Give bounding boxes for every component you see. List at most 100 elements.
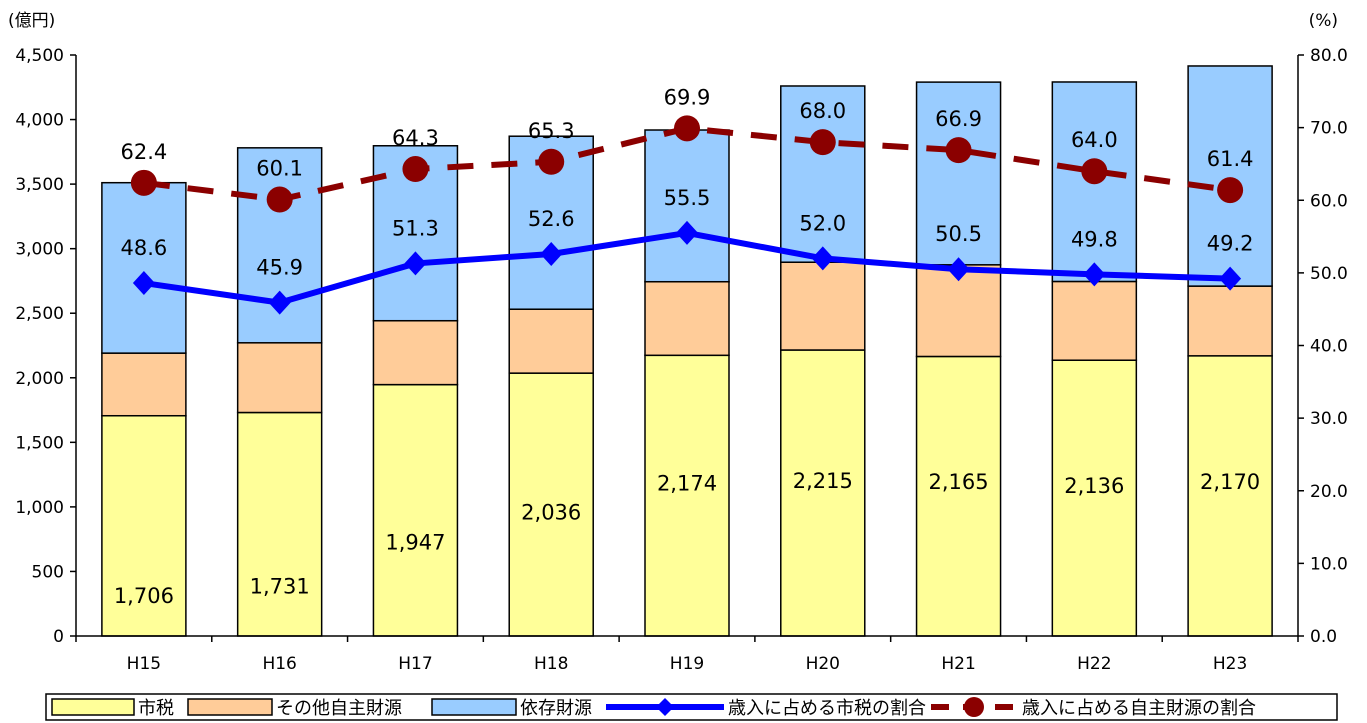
right-tick-label: 70.0: [1310, 119, 1348, 139]
left-tick-label: 2,500: [15, 304, 64, 324]
x-tick-label: H23: [1213, 654, 1247, 674]
tax-value-label: 2,036: [521, 501, 581, 525]
legend-marker: [964, 697, 984, 717]
right-tick-label: 0.0: [1310, 627, 1337, 647]
city-tax-ratio-marker: [132, 271, 155, 296]
bar-segment: [372, 383, 459, 637]
city-tax-ratio-label: 52.6: [528, 207, 575, 231]
bar-segment: [644, 354, 730, 637]
bar-segment: [915, 81, 1002, 266]
bar-segment: [101, 352, 187, 417]
bar-segment: [1187, 65, 1273, 287]
bar-segment: [780, 261, 866, 351]
own-revenue-ratio-label: 60.1: [256, 157, 303, 181]
bar-segment: [1187, 285, 1273, 357]
left-tick-label: 1,500: [15, 433, 64, 453]
x-tick-label: H16: [262, 654, 296, 674]
city-tax-ratio-label: 51.3: [392, 216, 439, 240]
city-tax-ratio-marker: [1219, 266, 1242, 291]
bar-segment: [915, 355, 1002, 637]
x-tick-label: H22: [1077, 654, 1111, 674]
own-revenue-ratio-label: 65.3: [528, 119, 575, 143]
legend-label: 市税: [138, 698, 174, 719]
city-tax-ratio-label: 45.9: [256, 256, 303, 280]
bar-segment: [236, 342, 323, 414]
left-axis-unit: (億円): [8, 11, 55, 31]
right-tick-label: 50.0: [1310, 264, 1348, 284]
left-tick-label: 500: [32, 562, 64, 582]
right-axis-unit: (%): [1309, 11, 1338, 31]
tax-value-label: 1,947: [385, 530, 445, 554]
city-tax-ratio-marker: [676, 220, 698, 245]
right-tick-label: 40.0: [1310, 337, 1348, 357]
bar-segment: [1051, 280, 1138, 361]
own-revenue-ratio-marker: [809, 129, 836, 156]
own-revenue-ratio-marker: [266, 186, 293, 213]
bar-segment: [644, 280, 730, 357]
legend-label: その他自主財源: [276, 698, 402, 719]
right-tick-label: 10.0: [1310, 554, 1348, 574]
x-tick-label: H20: [806, 654, 840, 674]
bar-segment: [101, 181, 187, 354]
own-revenue-ratio-marker: [1081, 158, 1108, 185]
city-tax-ratio-label: 55.5: [664, 186, 711, 210]
right-tick-label: 20.0: [1310, 482, 1348, 502]
own-revenue-ratio-marker: [130, 169, 157, 196]
legend-label: 歳入に占める自主財源の割合: [1022, 698, 1256, 719]
city-tax-ratio-label: 49.8: [1071, 227, 1118, 251]
x-tick-label: H19: [670, 654, 704, 674]
own-revenue-ratio-marker: [674, 115, 700, 142]
bar-segment: [508, 372, 594, 637]
bar-segment: [1187, 355, 1273, 637]
left-tick-label: 4,000: [15, 111, 64, 131]
left-tick-label: 3,000: [15, 240, 64, 260]
bar-segment: [780, 349, 866, 637]
legend-marker: [656, 698, 674, 716]
own-revenue-ratio-label: 64.3: [392, 126, 439, 150]
city-tax-ratio-marker: [268, 290, 291, 315]
bar-segment: [1051, 359, 1138, 637]
legend-swatch: [187, 698, 273, 716]
city-tax-ratio-marker: [947, 257, 970, 282]
left-tick-label: 1,000: [15, 498, 64, 518]
city-tax-ratio-label: 50.5: [935, 222, 982, 246]
tax-value-label: 2,174: [657, 472, 717, 496]
legend-swatch: [431, 698, 517, 716]
right-tick-label: 60.0: [1310, 191, 1348, 211]
city-tax-ratio-marker: [540, 241, 563, 266]
city-tax-ratio-marker: [404, 251, 427, 276]
own-revenue-ratio-label: 69.9: [664, 85, 711, 109]
tax-value-label: 2,136: [1064, 474, 1124, 498]
left-tick-label: 0: [53, 627, 64, 647]
own-revenue-ratio-label: 68.0: [799, 99, 846, 123]
left-tick-label: 3,500: [15, 175, 64, 195]
bar-segment: [236, 411, 323, 637]
own-revenue-ratio-label: 62.4: [121, 140, 168, 164]
tax-value-label: 1,731: [250, 574, 310, 598]
legend-label: 歳入に占める市税の割合: [728, 698, 926, 719]
x-tick-label: H15: [127, 654, 161, 674]
tax-value-label: 2,215: [793, 469, 853, 493]
x-tick-label: H17: [398, 654, 432, 674]
tax-value-label: 1,706: [114, 584, 174, 608]
own-revenue-ratio-label: 64.0: [1071, 128, 1118, 152]
city-tax-ratio-label: 49.2: [1207, 232, 1254, 256]
own-revenue-ratio-marker: [402, 156, 429, 183]
tax-value-label: 2,170: [1200, 470, 1260, 494]
left-tick-label: 4,500: [15, 46, 64, 66]
bar-segment: [508, 308, 594, 374]
bar-segment: [101, 414, 187, 637]
legend-swatch: [51, 698, 135, 716]
city-tax-ratio-marker: [1083, 262, 1106, 287]
right-tick-label: 30.0: [1310, 409, 1348, 429]
own-revenue-ratio-marker: [538, 148, 565, 175]
city-tax-ratio-marker: [811, 246, 834, 271]
legend-label: 依存財源: [520, 698, 592, 719]
own-revenue-ratio-label: 61.4: [1207, 147, 1254, 171]
x-tick-label: H21: [941, 654, 975, 674]
right-tick-label: 80.0: [1310, 46, 1348, 66]
tax-value-label: 2,165: [928, 470, 988, 494]
city-tax-ratio-label: 52.0: [799, 211, 846, 235]
x-tick-label: H18: [534, 654, 568, 674]
